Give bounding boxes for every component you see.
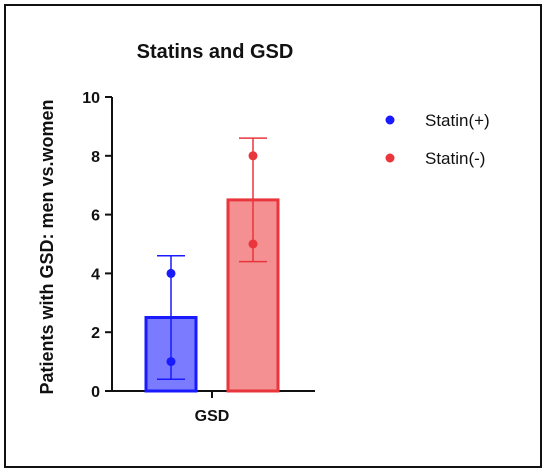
legend-label-1: Statin(+) bbox=[425, 111, 490, 130]
legend: Statin(+) Statin(-) bbox=[385, 111, 490, 168]
data-point bbox=[166, 268, 176, 278]
data-point bbox=[248, 239, 258, 249]
y-tick-label: 0 bbox=[91, 384, 100, 401]
legend-marker-2 bbox=[385, 153, 395, 163]
legend-marker-1 bbox=[385, 115, 395, 125]
y-tick-label: 6 bbox=[91, 208, 100, 225]
data-point bbox=[248, 151, 258, 161]
y-tick-label: 4 bbox=[91, 266, 100, 283]
legend-label-2: Statin(-) bbox=[425, 149, 485, 168]
y-tick-label: 2 bbox=[91, 325, 100, 342]
chart-title: Statins and GSD bbox=[137, 41, 294, 63]
chart-frame bbox=[4, 4, 542, 468]
y-tick-label: 8 bbox=[91, 149, 100, 166]
data-point bbox=[166, 357, 176, 367]
plot-area: 0 2 4 6 8 10 GSD bbox=[82, 90, 315, 425]
y-axis-label: Patients with GSD: men vs.women bbox=[37, 99, 57, 394]
x-tick-label: GSD bbox=[195, 408, 230, 425]
y-tick-label: 10 bbox=[82, 90, 100, 107]
